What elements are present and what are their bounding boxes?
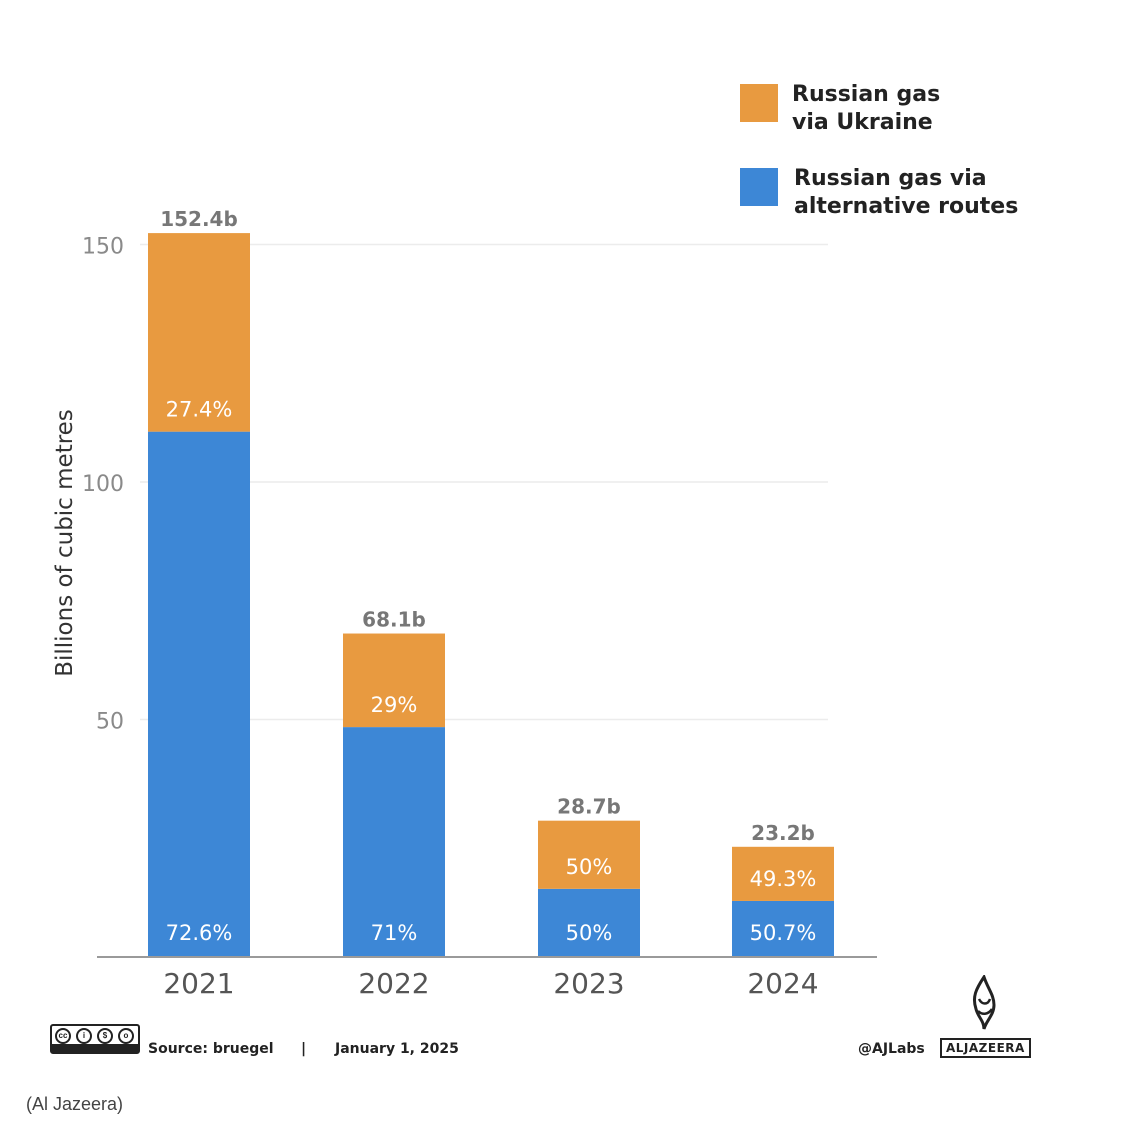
y-axis: 50 100 150 Billions of cubic metres [52, 235, 124, 735]
x-tick-label-2024: 2024 [747, 967, 818, 1000]
segment-label-2021-ukraine: 27.4% [166, 398, 233, 422]
segment-label-2022-ukraine: 29% [371, 693, 418, 717]
footer-separator: | [301, 1041, 307, 1057]
creative-commons-license-icon: cc i $ o [50, 1024, 140, 1054]
legend-label-alternative: Russian gas via alternative routes [794, 166, 1019, 219]
bar-2021-alternative [148, 431, 250, 957]
bar-2022-alternative [343, 727, 445, 957]
segment-label-2023-ukraine: 50% [566, 855, 613, 879]
grid-lines [140, 243, 828, 721]
al-jazeera-logo-icon [972, 975, 996, 1030]
al-jazeera-wordmark: ALJAZEERA [940, 1038, 1031, 1058]
y-tick-label-150: 150 [82, 235, 124, 260]
date-text: January 1, 2025 [335, 1041, 459, 1057]
image-caption: (Al Jazeera) [26, 1094, 124, 1114]
total-label-2021: 152.4b [160, 207, 238, 231]
bar-2023-ukraine [538, 820, 640, 889]
legend-swatch-alternative [740, 168, 778, 206]
bars: 72.6% 27.4% 152.4b 71% 29% 68.1b 50% 50% 28.7b 50… [148, 207, 834, 957]
x-tick-label-2023: 2023 [553, 967, 624, 1000]
segment-label-2021-alternative: 72.6% [166, 921, 233, 945]
bar-2022-ukraine [343, 633, 445, 728]
total-label-2023: 28.7b [557, 795, 621, 819]
total-label-2022: 68.1b [362, 608, 426, 632]
y-tick-label-50: 50 [96, 710, 124, 735]
total-label-2024: 23.2b [751, 821, 815, 845]
legend-swatch-ukraine [740, 84, 778, 122]
segment-label-2022-alternative: 71% [371, 921, 418, 945]
legend-label-ukraine: Russian gas via Ukraine [792, 82, 941, 135]
ajlabs-handle: @AJLabs [858, 1041, 925, 1057]
x-tick-label-2022: 2022 [358, 967, 429, 1000]
x-tick-label-2021: 2021 [163, 967, 234, 1000]
bar-2024-alternative [732, 900, 834, 957]
stacked-bar-chart: 50 100 150 Billions of cubic metres 72.6% 27… [52, 207, 877, 1000]
bar-2024-ukraine [732, 846, 834, 901]
bar-2021-ukraine [148, 233, 250, 432]
y-tick-label-100: 100 [82, 472, 124, 497]
segment-label-2023-alternative: 50% [566, 921, 613, 945]
bar-2023-alternative [538, 888, 640, 957]
segment-label-2024-alternative: 50.7% [750, 921, 817, 945]
y-axis-title: Billions of cubic metres [52, 409, 78, 677]
segment-label-2024-ukraine: 49.3% [750, 867, 817, 891]
x-axis: 2021 2022 2023 2024 [97, 956, 877, 1000]
source-text: Source: bruegel [148, 1041, 274, 1057]
